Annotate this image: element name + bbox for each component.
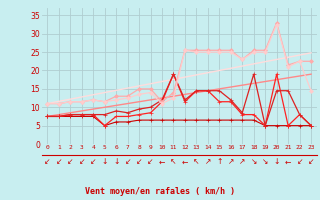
Text: ↙: ↙ [78,158,85,166]
Text: ↖: ↖ [170,158,177,166]
Text: ↖: ↖ [193,158,200,166]
Text: ↘: ↘ [262,158,268,166]
Text: ↙: ↙ [44,158,51,166]
Text: ↙: ↙ [56,158,62,166]
Text: ↙: ↙ [147,158,154,166]
Text: ↘: ↘ [251,158,257,166]
Text: ↗: ↗ [239,158,245,166]
Text: ↓: ↓ [101,158,108,166]
Text: ↙: ↙ [308,158,314,166]
Text: ↙: ↙ [136,158,142,166]
Text: ↙: ↙ [67,158,74,166]
Text: ←: ← [182,158,188,166]
Text: ↗: ↗ [205,158,211,166]
Text: Vent moyen/en rafales ( km/h ): Vent moyen/en rafales ( km/h ) [85,187,235,196]
Text: ←: ← [159,158,165,166]
Text: ↙: ↙ [124,158,131,166]
Text: ↙: ↙ [296,158,303,166]
Text: ↙: ↙ [90,158,96,166]
Text: ↓: ↓ [113,158,119,166]
Text: ↓: ↓ [274,158,280,166]
Text: ↑: ↑ [216,158,222,166]
Text: ↗: ↗ [228,158,234,166]
Text: ←: ← [285,158,291,166]
